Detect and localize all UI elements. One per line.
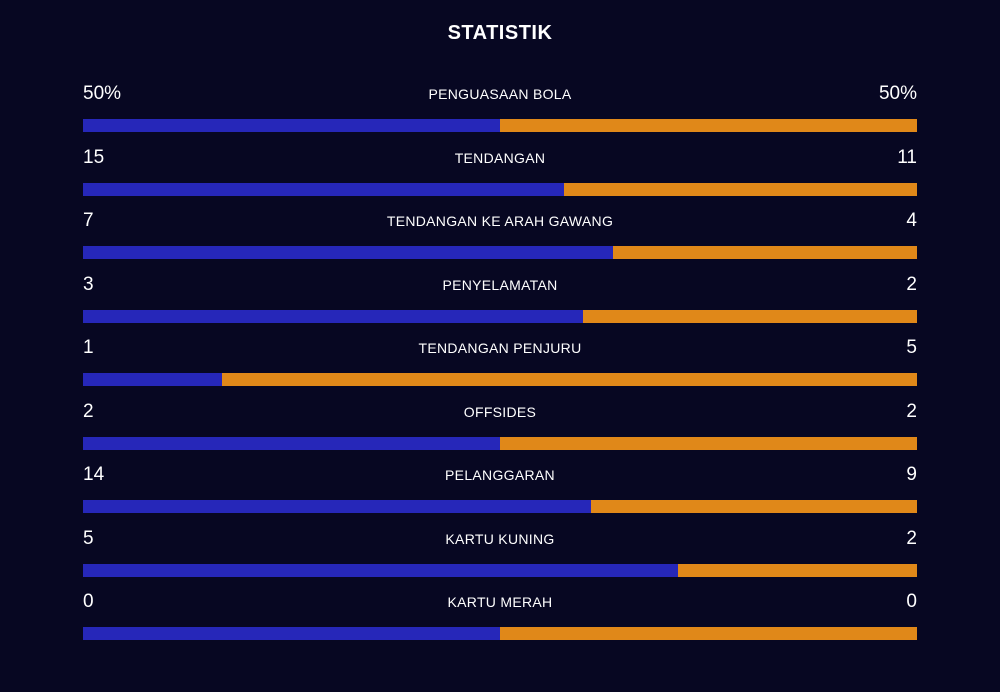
- home-value: 0: [83, 591, 94, 612]
- home-value: 1: [83, 337, 94, 358]
- home-bar-fill: [83, 309, 584, 323]
- comparison-bar: [83, 500, 917, 513]
- away-value: 9: [906, 464, 917, 485]
- away-bar-fill: [613, 246, 917, 259]
- stat-row-fouls: 14 PELANGGARAN 9: [83, 461, 917, 525]
- home-bar-fill: [83, 182, 565, 196]
- stat-label: PENYELAMATAN: [442, 276, 558, 293]
- home-value: 7: [83, 210, 94, 231]
- away-bar-fill: [564, 182, 917, 196]
- home-bar-fill: [83, 436, 500, 450]
- stat-row-red-cards: 0 KARTU MERAH 0: [83, 588, 917, 652]
- stat-row-yellow-cards: 5 KARTU KUNING 2: [83, 525, 917, 589]
- stat-label: PELANGGARAN: [445, 467, 555, 483]
- stats-list: 50% PENGUASAAN BOLA 50% 15 TENDANGAN 11 …: [83, 80, 917, 652]
- away-bar-fill: [678, 563, 917, 577]
- stat-row-shots: 15 TENDANGAN 11: [83, 144, 917, 208]
- away-value: 50%: [878, 83, 917, 104]
- stat-label: TENDANGAN PENJURU: [418, 340, 582, 356]
- home-value: 2: [83, 400, 94, 422]
- away-bar-fill: [222, 373, 917, 386]
- comparison-bar: [83, 563, 917, 577]
- away-bar-fill: [583, 309, 917, 323]
- stat-row-possession: 50% PENGUASAAN BOLA 50%: [83, 80, 917, 144]
- stat-row-shots-on-target: 7 TENDANGAN KE ARAH GAWANG 4: [83, 207, 917, 271]
- away-value: 5: [906, 337, 917, 358]
- home-value: 3: [83, 273, 94, 295]
- home-bar-fill: [83, 563, 679, 577]
- stat-label: PENGUASAAN BOLA: [428, 86, 572, 102]
- comparison-bar: [83, 119, 917, 132]
- stat-label: KARTU MERAH: [447, 594, 553, 610]
- stat-label: OFFSIDES: [463, 403, 537, 420]
- comparison-bar: [83, 246, 917, 259]
- comparison-bar: [83, 309, 917, 323]
- stat-label: KARTU KUNING: [445, 530, 555, 547]
- away-value: 2: [906, 527, 917, 549]
- home-value: 15: [83, 146, 105, 168]
- stat-row-corners: 1 TENDANGAN PENJURU 5: [83, 334, 917, 398]
- comparison-bar: [83, 627, 917, 640]
- away-value: 4: [906, 210, 917, 231]
- home-value: 50%: [83, 83, 122, 104]
- stat-row-saves: 3 PENYELAMATAN 2: [83, 271, 917, 335]
- home-value: 5: [83, 527, 94, 549]
- home-bar-fill: [83, 246, 614, 259]
- away-bar-fill: [500, 436, 917, 450]
- away-value: 11: [897, 146, 917, 168]
- away-value: 2: [906, 400, 917, 422]
- stat-label: TENDANGAN KE ARAH GAWANG: [386, 213, 614, 229]
- home-bar-fill: [83, 373, 223, 386]
- stat-row-offsides: 2 OFFSIDES 2: [83, 398, 917, 462]
- comparison-bar: [83, 373, 917, 386]
- away-value: 2: [906, 273, 917, 295]
- away-bar-fill: [500, 119, 917, 132]
- comparison-bar: [83, 182, 917, 196]
- away-bar-fill: [500, 627, 917, 640]
- stat-label: TENDANGAN: [454, 149, 546, 166]
- home-bar-fill: [83, 119, 500, 132]
- away-bar-fill: [590, 500, 917, 513]
- away-value: 0: [906, 591, 917, 612]
- home-value: 14: [83, 464, 105, 485]
- home-bar-fill: [83, 627, 500, 640]
- stats-title: STATISTIK: [447, 22, 553, 44]
- home-bar-fill: [83, 500, 591, 513]
- comparison-bar: [83, 436, 917, 450]
